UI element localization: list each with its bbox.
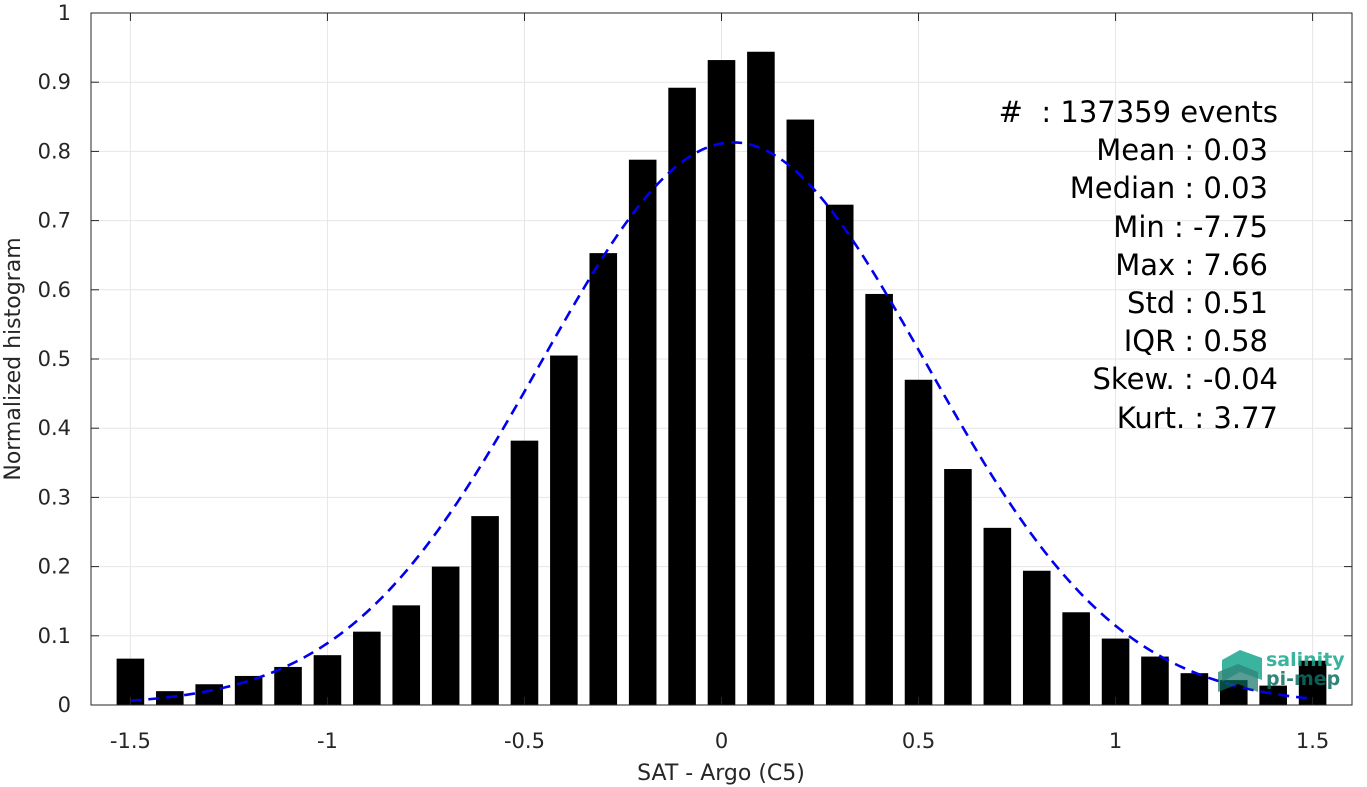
y-tick-label-2: 0.2 — [38, 555, 71, 579]
histogram-bar-20 — [904, 379, 933, 705]
y-tick-label-10: 1 — [58, 1, 71, 25]
x-axis-label: SAT - Argo (C5) — [637, 761, 805, 786]
histogram-bar-12 — [589, 253, 618, 705]
histogram-bar-24 — [1062, 612, 1090, 705]
stats-max: Max : 7.66 — [1115, 248, 1268, 282]
histogram-bar-14 — [668, 87, 696, 705]
histogram-bar-7 — [392, 605, 421, 705]
y-tick-label-0: 0 — [58, 693, 71, 717]
y-tick-label-6: 0.6 — [38, 278, 71, 302]
histogram-bar-10 — [510, 440, 539, 705]
stats-mean: Mean : 0.03 — [1096, 133, 1268, 167]
histogram-bar-17 — [786, 119, 815, 706]
stats-min: Min : -7.75 — [1113, 210, 1268, 244]
x-tick-label-6: 1.5 — [1296, 729, 1329, 753]
y-tick-label-5: 0.5 — [38, 347, 71, 371]
y-tick-label-4: 0.4 — [38, 416, 71, 440]
salinity-pi-mep-logo: salinity pi-mep — [1218, 649, 1345, 692]
logo-text-salinity: salinity — [1266, 649, 1345, 671]
histogram-bar-2 — [195, 684, 224, 705]
y-tick-label-9: 0.9 — [38, 70, 71, 94]
histogram-bar-13 — [628, 159, 657, 706]
x-tick-label-0: -1.5 — [110, 729, 151, 753]
y-tick-label-1: 0.1 — [38, 624, 71, 648]
histogram-bar-27 — [1180, 673, 1209, 705]
histogram-bar-8 — [431, 566, 460, 705]
x-tick-label-4: 0.5 — [902, 729, 935, 753]
stats-median: Median : 0.03 — [1070, 171, 1268, 205]
histogram-bar-21 — [944, 469, 972, 705]
gaussian-fit-curve — [130, 141, 1313, 702]
stats-skew: Skew. : -0.04 — [1092, 362, 1278, 396]
histogram-bar-23 — [1022, 570, 1051, 705]
stats-count: # : 137359 events — [999, 95, 1278, 129]
stats-kurt: Kurt. : 3.77 — [1117, 401, 1278, 435]
y-tick-label-8: 0.8 — [38, 139, 71, 163]
histogram-bar-19 — [865, 293, 893, 705]
y-tick-label-3: 0.3 — [38, 485, 71, 509]
logo-text-pimep: pi-mep — [1266, 668, 1340, 690]
stats-iqr: IQR : 0.58 — [1124, 324, 1268, 358]
histogram-bar-4 — [274, 666, 302, 705]
histogram-bar-5 — [313, 655, 342, 705]
stats-std: Std : 0.51 — [1127, 286, 1268, 320]
histogram-bar-29 — [1259, 685, 1287, 705]
stats-box: # : 137359 events Mean : 0.03 Median : 0… — [999, 95, 1278, 435]
x-tick-label-2: -0.5 — [504, 729, 545, 753]
x-tick-label-5: 1 — [1109, 729, 1122, 753]
x-tick-label-1: -1 — [317, 729, 338, 753]
y-axis-label: Normalized histogram — [1, 237, 26, 480]
wave-logo-icon — [1218, 650, 1262, 692]
histogram-bar-3 — [234, 675, 263, 705]
histogram-bar-22 — [983, 527, 1012, 705]
histogram-bar-18 — [825, 204, 854, 705]
histogram-bar-6 — [353, 631, 381, 705]
histogram-bar-11 — [550, 355, 578, 705]
x-tick-label-3: 0 — [715, 729, 728, 753]
y-tick-label-7: 0.7 — [38, 209, 71, 233]
histogram-bar-25 — [1101, 638, 1130, 705]
x-axis-ticks: -1.5 -1 -0.5 0 0.5 1 1.5 — [110, 13, 1329, 753]
histogram-bar-15 — [707, 60, 736, 705]
histogram-bar-16 — [747, 51, 775, 705]
histogram-bar-9 — [471, 516, 499, 705]
y-axis-ticks: 0 0.1 0.2 0.3 0.4 0.5 0.6 0.7 0.8 0.9 1 — [38, 1, 1352, 717]
histogram-bar-26 — [1141, 656, 1169, 705]
